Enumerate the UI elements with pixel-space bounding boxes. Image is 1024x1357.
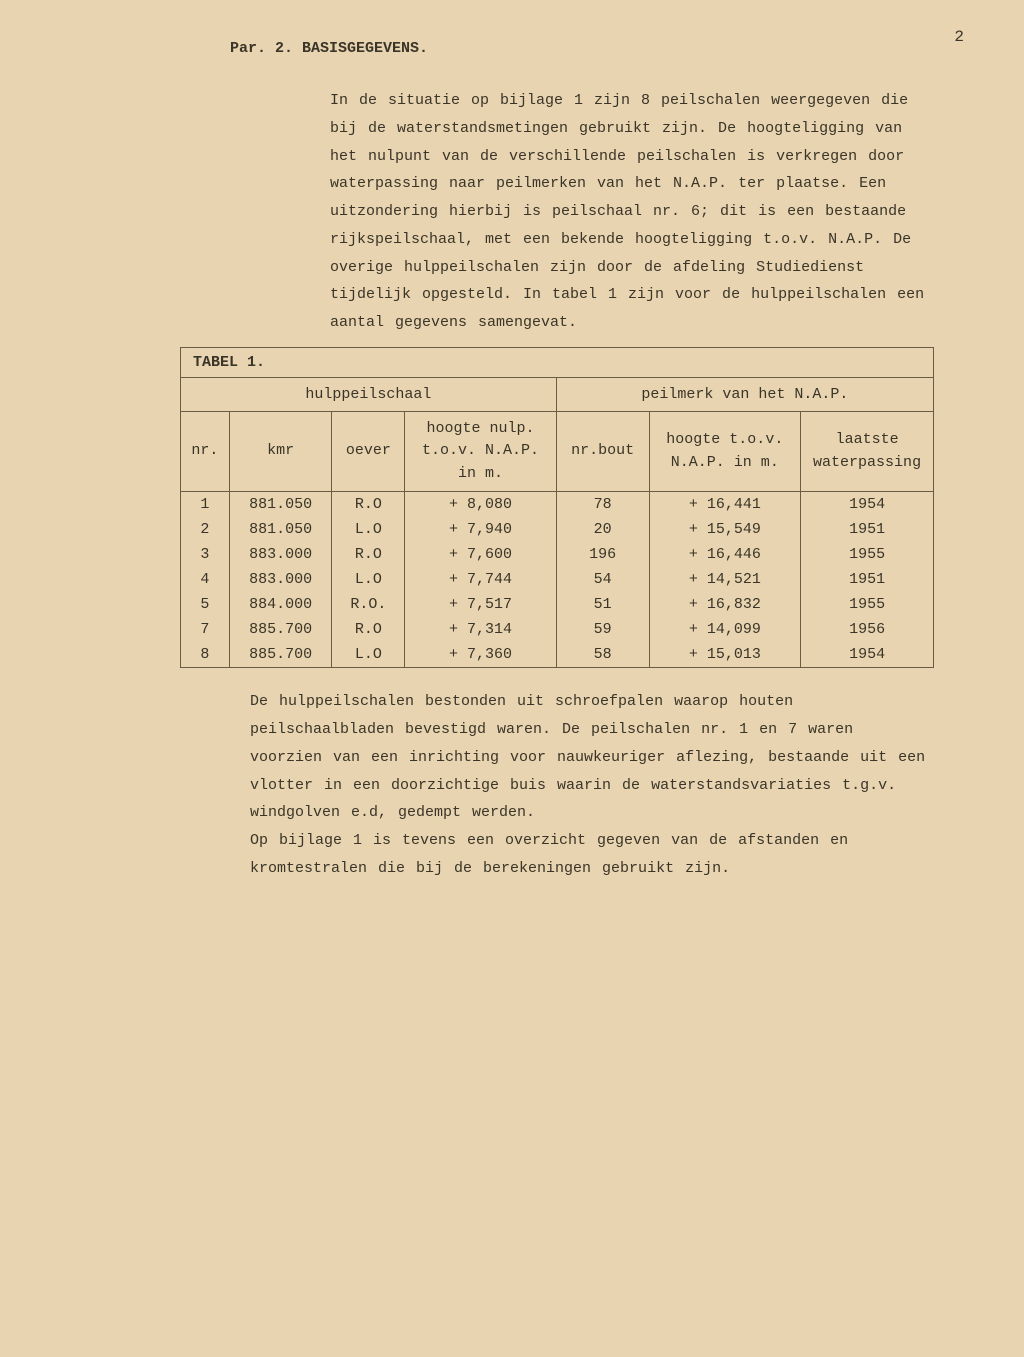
table-row: 1 881.050 R.O + 8,080 78 + 16,441 1954 — [181, 492, 934, 518]
cell-waterpassing: 1954 — [801, 492, 934, 518]
cell-nr: 5 — [181, 592, 230, 617]
cell-oever: L.O — [332, 517, 405, 542]
cell-hoogte: + 15,549 — [649, 517, 801, 542]
cell-nr: 4 — [181, 567, 230, 592]
cell-waterpassing: 1955 — [801, 592, 934, 617]
section-header: Par. 2. BASISGEGEVENS. — [230, 40, 974, 57]
cell-hoogte: + 16,832 — [649, 592, 801, 617]
cell-oever: L.O — [332, 567, 405, 592]
cell-oever: R.O. — [332, 592, 405, 617]
cell-nrbout: 20 — [556, 517, 649, 542]
cell-oever: R.O — [332, 617, 405, 642]
col-header-nrbout: nr.bout — [556, 411, 649, 492]
cell-kmr: 883.000 — [229, 542, 332, 567]
cell-nr: 1 — [181, 492, 230, 518]
cell-nrbout: 196 — [556, 542, 649, 567]
cell-hoogte-nulp: + 7,517 — [405, 592, 557, 617]
table-row: 4 883.000 L.O + 7,744 54 + 14,521 1951 — [181, 567, 934, 592]
cell-nr: 8 — [181, 642, 230, 668]
cell-kmr: 884.000 — [229, 592, 332, 617]
cell-nr: 2 — [181, 517, 230, 542]
cell-hoogte-nulp: + 7,744 — [405, 567, 557, 592]
cell-oever: R.O — [332, 492, 405, 518]
cell-hoogte-nulp: + 7,600 — [405, 542, 557, 567]
col-header-waterpassing: laatste waterpassing — [801, 411, 934, 492]
cell-nr: 3 — [181, 542, 230, 567]
table-1-container: TABEL 1. hulppeilschaal peilmerk van het… — [180, 347, 934, 669]
paragraph-2: De hulppeilschalen bestonden uit schroef… — [250, 688, 934, 827]
table-row: 7 885.700 R.O + 7,314 59 + 14,099 1956 — [181, 617, 934, 642]
cell-kmr: 885.700 — [229, 617, 332, 642]
cell-waterpassing: 1954 — [801, 642, 934, 668]
cell-nr: 7 — [181, 617, 230, 642]
table-row: 5 884.000 R.O. + 7,517 51 + 16,832 1955 — [181, 592, 934, 617]
table-1: hulppeilschaal peilmerk van het N.A.P. n… — [180, 377, 934, 669]
table-row: 2 881.050 L.O + 7,940 20 + 15,549 1951 — [181, 517, 934, 542]
col-header-kmr: kmr — [229, 411, 332, 492]
cell-nrbout: 51 — [556, 592, 649, 617]
table-title: TABEL 1. — [180, 347, 934, 377]
col-header-hoogte-nulp: hoogte nulp. t.o.v. N.A.P. in m. — [405, 411, 557, 492]
paragraph-3: Op bijlage 1 is tevens een overzicht geg… — [250, 827, 934, 883]
cell-hoogte: + 14,521 — [649, 567, 801, 592]
cell-nrbout: 59 — [556, 617, 649, 642]
cell-hoogte: + 16,441 — [649, 492, 801, 518]
cell-nrbout: 54 — [556, 567, 649, 592]
cell-kmr: 885.700 — [229, 642, 332, 668]
cell-nrbout: 78 — [556, 492, 649, 518]
page-number: 2 — [954, 28, 964, 46]
cell-hoogte: + 15,013 — [649, 642, 801, 668]
cell-kmr: 881.050 — [229, 517, 332, 542]
cell-kmr: 883.000 — [229, 567, 332, 592]
cell-hoogte: + 16,446 — [649, 542, 801, 567]
cell-waterpassing: 1951 — [801, 567, 934, 592]
group-header-left: hulppeilschaal — [181, 377, 557, 411]
table-row: 8 885.700 L.O + 7,360 58 + 15,013 1954 — [181, 642, 934, 668]
table-row: 3 883.000 R.O + 7,600 196 + 16,446 1955 — [181, 542, 934, 567]
intro-paragraph: In de situatie op bijlage 1 zijn 8 peils… — [330, 87, 934, 337]
cell-kmr: 881.050 — [229, 492, 332, 518]
document-page: 2 Par. 2. BASISGEGEVENS. In de situatie … — [0, 0, 1024, 1357]
cell-waterpassing: 1955 — [801, 542, 934, 567]
cell-waterpassing: 1956 — [801, 617, 934, 642]
table-body: 1 881.050 R.O + 8,080 78 + 16,441 1954 2… — [181, 492, 934, 668]
cell-hoogte-nulp: + 8,080 — [405, 492, 557, 518]
group-header-right: peilmerk van het N.A.P. — [556, 377, 933, 411]
cell-hoogte: + 14,099 — [649, 617, 801, 642]
cell-hoogte-nulp: + 7,314 — [405, 617, 557, 642]
col-header-oever: oever — [332, 411, 405, 492]
cell-oever: L.O — [332, 642, 405, 668]
col-header-nr: nr. — [181, 411, 230, 492]
cell-nrbout: 58 — [556, 642, 649, 668]
col-header-hoogte: hoogte t.o.v. N.A.P. in m. — [649, 411, 801, 492]
cell-hoogte-nulp: + 7,360 — [405, 642, 557, 668]
cell-waterpassing: 1951 — [801, 517, 934, 542]
cell-hoogte-nulp: + 7,940 — [405, 517, 557, 542]
cell-oever: R.O — [332, 542, 405, 567]
